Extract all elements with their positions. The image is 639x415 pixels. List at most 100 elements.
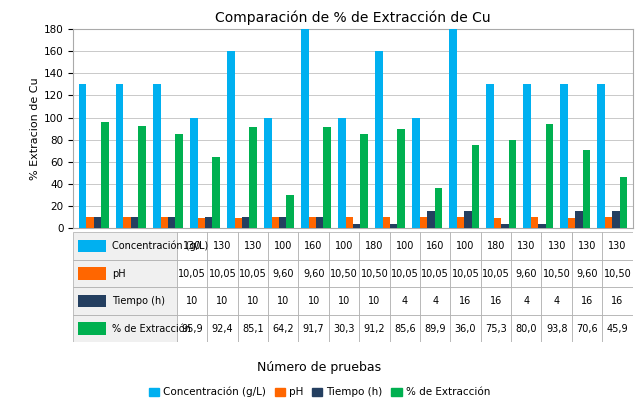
Bar [227,51,235,228]
Bar [412,117,420,228]
Text: 130: 130 [183,241,201,251]
Bar [511,315,541,342]
Bar [272,217,279,228]
Bar [472,145,479,228]
Bar [79,84,86,228]
Bar [197,217,205,228]
Bar [486,84,494,228]
Bar [116,84,123,228]
Bar [583,150,590,228]
Bar [359,260,390,287]
Bar [572,232,602,260]
Bar [101,122,109,228]
Bar [575,210,583,228]
Text: 10,50: 10,50 [360,269,389,278]
Bar [268,260,298,287]
Bar [602,232,633,260]
Text: 10,50: 10,50 [330,269,358,278]
Bar [212,157,220,228]
Bar [153,84,160,228]
Bar [279,217,286,228]
Bar [235,217,242,228]
Text: Tiempo (h): Tiempo (h) [112,296,165,306]
Bar [286,195,294,228]
Text: 10,05: 10,05 [482,269,510,278]
Bar [481,232,511,260]
Bar [131,217,138,228]
Bar [541,260,572,287]
Text: 4: 4 [432,296,438,306]
Bar [268,232,298,260]
Bar [78,295,106,308]
Bar [359,315,390,342]
Text: % de Extracción: % de Extracción [112,324,190,334]
Bar [572,315,602,342]
Text: 10,05: 10,05 [178,269,206,278]
Bar [268,287,298,315]
Text: 45,9: 45,9 [606,324,628,334]
Bar [205,217,212,228]
Bar [238,315,268,342]
Bar [359,232,390,260]
Text: 160: 160 [426,241,444,251]
Text: 100: 100 [456,241,475,251]
Text: 100: 100 [274,241,293,251]
Text: 10: 10 [247,296,259,306]
Bar [207,232,238,260]
Bar [457,217,464,228]
Bar [602,287,633,315]
Bar [568,217,575,228]
Bar [94,217,101,228]
Bar [123,217,131,228]
Bar [494,217,501,228]
Bar [481,287,511,315]
Text: 130: 130 [608,241,627,251]
Bar [597,84,605,228]
Text: 10: 10 [277,296,289,306]
Bar [338,117,346,228]
Text: 130: 130 [213,241,232,251]
Text: 89,9: 89,9 [424,324,446,334]
Bar [207,315,238,342]
Bar [420,217,427,228]
Bar [329,315,359,342]
Text: 180: 180 [487,241,505,251]
Bar [73,315,177,342]
Bar [605,217,612,228]
Bar [238,260,268,287]
Text: 100: 100 [396,241,414,251]
Bar [511,287,541,315]
Text: 160: 160 [304,241,323,251]
Bar [531,217,538,228]
Bar [138,126,146,228]
Text: 36,0: 36,0 [455,324,476,334]
Bar [449,29,457,228]
Text: 10,50: 10,50 [604,269,631,278]
Bar [329,260,359,287]
Bar [390,315,420,342]
Bar [207,260,238,287]
Bar [359,287,390,315]
Bar [78,267,106,280]
Bar [602,315,633,342]
Bar [612,210,620,228]
Bar [602,260,633,287]
Bar [538,224,546,228]
Text: 4: 4 [402,296,408,306]
Text: 10,50: 10,50 [543,269,571,278]
Text: 16: 16 [612,296,624,306]
Bar [620,178,627,228]
Bar [481,260,511,287]
Bar [175,134,183,228]
Bar [509,140,516,228]
Text: 64,2: 64,2 [272,324,294,334]
Text: 9,60: 9,60 [576,269,598,278]
Text: 10,05: 10,05 [391,269,419,278]
Text: 9,60: 9,60 [303,269,325,278]
Bar [298,260,329,287]
Bar [309,217,316,228]
Bar [541,232,572,260]
Text: 16: 16 [581,296,593,306]
Bar [511,232,541,260]
Legend: Concentración (g/L), pH, Tiempo (h), % de Extracción: Concentración (g/L), pH, Tiempo (h), % d… [144,383,495,402]
